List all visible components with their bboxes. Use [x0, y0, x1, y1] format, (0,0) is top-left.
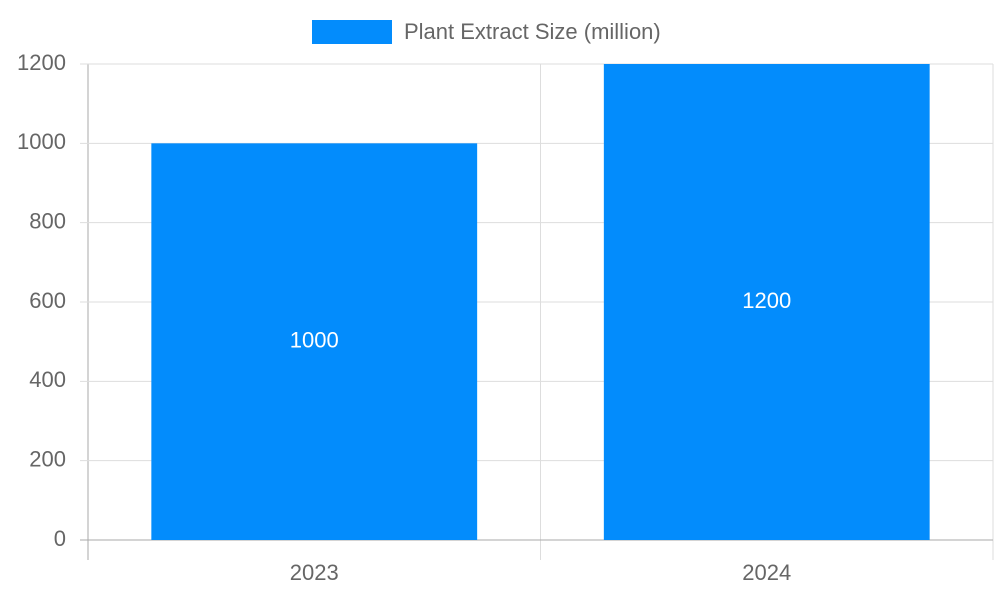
y-tick-label: 600 — [29, 288, 66, 313]
y-tick-label: 0 — [54, 526, 66, 551]
legend-label: Plant Extract Size (million) — [404, 19, 661, 44]
y-tick-label: 800 — [29, 208, 66, 233]
x-tick-label: 2023 — [290, 560, 339, 585]
bar — [603, 64, 930, 540]
y-tick-label: 1200 — [17, 50, 66, 75]
value-label: 1000 — [290, 327, 339, 352]
y-tick-label: 400 — [29, 367, 66, 392]
value-label: 1200 — [742, 288, 791, 313]
bar — [151, 143, 478, 541]
x-tick-label: 2024 — [742, 560, 791, 585]
y-tick-label: 200 — [29, 446, 66, 471]
y-tick-label: 1000 — [17, 129, 66, 154]
legend-swatch — [312, 20, 392, 44]
